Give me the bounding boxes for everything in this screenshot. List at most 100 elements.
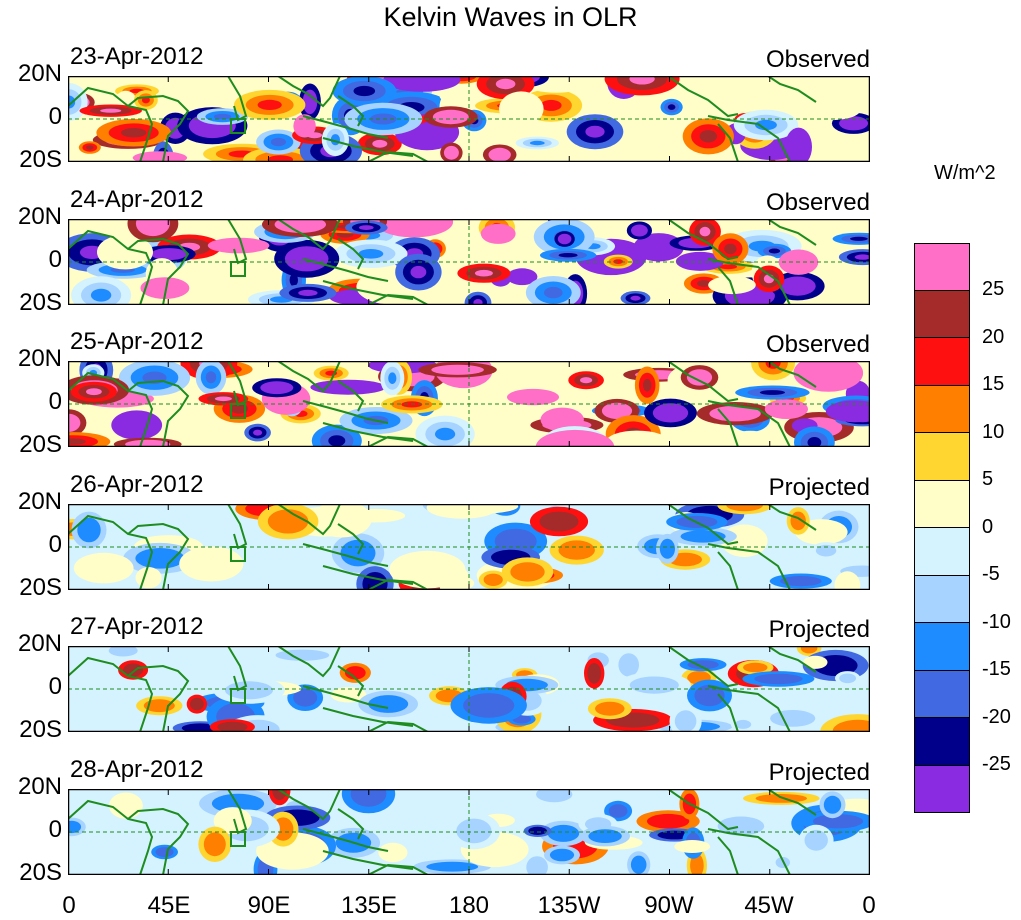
coastline <box>127 522 190 590</box>
anomaly-contour <box>86 388 102 396</box>
anomaly-contour <box>680 842 705 851</box>
lat-label: 20N <box>17 345 62 372</box>
anomaly-contour <box>383 846 403 859</box>
anomaly-contour <box>812 814 864 829</box>
lon-label: 45E <box>147 892 191 919</box>
anomaly-contour <box>694 684 725 707</box>
anomaly-contour <box>697 280 711 287</box>
coastline <box>337 238 365 270</box>
anomaly-contour <box>83 557 124 579</box>
anomaly-contour <box>696 82 713 87</box>
anomaly-contour <box>854 254 870 260</box>
coastline <box>767 361 817 388</box>
anomaly-contour <box>793 140 804 154</box>
anomaly-contour <box>213 113 232 120</box>
anomaly-contour <box>219 811 246 830</box>
panel-status: Projected <box>768 474 870 501</box>
coastline <box>337 808 365 840</box>
anomaly-contour <box>257 99 282 110</box>
coastline <box>667 219 739 261</box>
anomaly-contour <box>546 82 567 88</box>
olr-anomaly-map <box>68 504 870 590</box>
coastline <box>707 115 791 162</box>
coastline <box>367 150 429 162</box>
coastline <box>277 76 341 108</box>
coastline <box>227 361 248 407</box>
anomaly-contour <box>754 673 803 685</box>
anomaly-contour <box>492 230 505 238</box>
coastline <box>68 229 154 305</box>
coastline <box>302 258 389 282</box>
anomaly-contour <box>823 795 842 814</box>
panel-status: Observed <box>765 189 870 216</box>
colorbar-label: -10 <box>982 610 1011 633</box>
colorbar-swatch <box>914 575 970 623</box>
panel-date: 25-Apr-2012 <box>70 328 204 355</box>
anomaly-contour <box>800 423 810 429</box>
lat-label: 20N <box>17 203 62 230</box>
lat-label: 20S <box>19 431 62 458</box>
anomaly-contour <box>539 511 579 532</box>
region-box <box>230 403 246 419</box>
anomaly-contour <box>630 295 641 301</box>
coastline <box>302 115 389 139</box>
map-panel <box>68 219 870 305</box>
anomaly-contour <box>626 437 648 445</box>
anomaly-contour <box>159 251 179 258</box>
coastline <box>127 94 190 162</box>
coastline <box>302 828 389 852</box>
anomaly-contour <box>150 155 170 160</box>
anomaly-contour <box>203 832 226 857</box>
coastline <box>227 504 248 550</box>
anomaly-contour <box>344 666 366 680</box>
coastline <box>707 828 791 875</box>
anomaly-contour <box>214 396 232 402</box>
anomaly-contour <box>155 847 174 857</box>
coastline <box>367 435 429 447</box>
anomaly-contour <box>359 225 374 230</box>
coastline <box>277 219 341 251</box>
colorbar-label: -5 <box>982 563 1000 585</box>
colorbar-swatch <box>914 623 970 671</box>
coastline <box>367 720 429 732</box>
map-panel <box>68 76 870 162</box>
coastline <box>227 76 248 122</box>
anomaly-contour <box>350 789 387 807</box>
anomaly-contour <box>358 249 384 259</box>
anomaly-contour <box>561 441 589 447</box>
figure-title: Kelvin Waves in OLR <box>383 2 638 32</box>
lon-label: 135E <box>340 892 398 919</box>
anomaly-contour <box>587 663 602 684</box>
colorbar <box>914 243 970 813</box>
lat-label: 20S <box>19 716 62 743</box>
colorbar-swatch <box>914 480 970 528</box>
anomaly-contour <box>699 130 717 143</box>
coastline <box>337 95 365 127</box>
anomaly-contour <box>643 378 652 392</box>
anomaly-contour <box>77 517 101 543</box>
panel-date: 23-Apr-2012 <box>70 43 204 70</box>
anomaly-contour <box>659 538 676 559</box>
coastline <box>127 237 190 305</box>
anomaly-contour <box>743 662 768 673</box>
coastline <box>227 646 248 692</box>
coastline <box>767 219 817 246</box>
anomaly-contour <box>544 286 563 299</box>
anomaly-contour <box>513 102 529 115</box>
lat-label: 0 <box>48 388 62 415</box>
coastline <box>667 76 739 118</box>
colorbar-label: -25 <box>982 753 1011 775</box>
anomaly-contour <box>86 145 94 150</box>
anomaly-contour <box>447 149 456 157</box>
coastline <box>127 664 190 732</box>
panel-status: Observed <box>765 46 870 73</box>
lon-label: 45W <box>744 892 794 919</box>
lon-label: 0 <box>862 892 876 919</box>
anomaly-contour <box>585 125 605 138</box>
anomaly-contour <box>832 719 870 732</box>
coastline <box>717 551 739 590</box>
anomaly-contour <box>635 227 644 234</box>
anomaly-contour <box>122 96 130 103</box>
anomaly-contour <box>690 853 704 875</box>
anomaly-contour <box>156 284 174 292</box>
